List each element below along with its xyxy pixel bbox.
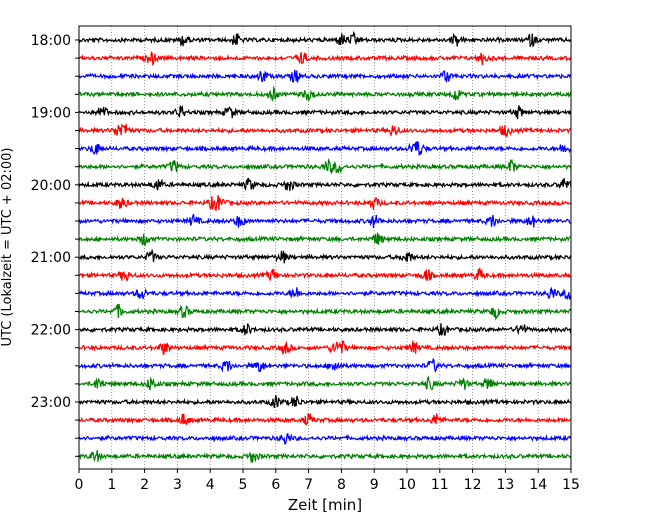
trace-1845	[78, 85, 572, 103]
x-tick-label: 12	[464, 477, 482, 493]
y-tick-label: 18:00	[31, 33, 71, 49]
plot-frame	[78, 25, 572, 470]
trace-2045	[78, 232, 572, 247]
x-tick-label: 13	[496, 477, 514, 493]
grid-lines	[111, 26, 539, 469]
y-tick-label: 19:00	[31, 105, 71, 121]
trace-2115	[78, 267, 572, 281]
x-tick-label: 9	[370, 477, 379, 493]
trace-1930	[78, 141, 572, 156]
trace-2345	[78, 450, 572, 463]
y-axis-label: UTC (Lokalzeit = UTC + 02:00)	[0, 148, 15, 347]
trace-2230	[78, 357, 572, 373]
x-tick-label: 5	[239, 477, 248, 493]
x-axis-label: Zeit [min]	[288, 496, 362, 514]
trace-2215	[78, 340, 572, 356]
y-tick-label: 20:00	[31, 178, 71, 194]
trace-2030	[78, 213, 572, 229]
x-tick-label: 11	[431, 477, 449, 493]
x-axis-ticks: 0 1 2 3 4 5 6 7 8 9 10 11 12 13 14 15	[75, 469, 580, 493]
trace-1900	[78, 105, 572, 120]
trace-1830	[78, 69, 572, 83]
trace-2330	[78, 432, 572, 445]
trace-2000	[78, 177, 572, 192]
trace-1800	[78, 30, 572, 48]
x-tick-label: 2	[140, 477, 149, 493]
seismic-traces	[78, 30, 572, 463]
trace-2130	[78, 286, 572, 301]
trace-1815	[78, 50, 572, 67]
x-tick-label: 7	[304, 477, 313, 493]
x-tick-label: 4	[206, 477, 215, 493]
trace-2015	[78, 194, 572, 212]
x-tick-label: 8	[337, 477, 346, 493]
trace-2145	[78, 303, 572, 321]
trace-2245	[78, 375, 572, 391]
x-tick-label: 3	[173, 477, 182, 493]
plot-background	[79, 26, 571, 469]
y-tick-label: 21:00	[31, 250, 71, 266]
trace-2300	[78, 394, 572, 409]
x-tick-label: 6	[271, 477, 280, 493]
y-tick-label: 23:00	[31, 395, 71, 411]
y-tick-label: 22:00	[31, 323, 71, 339]
x-tick-label: 14	[529, 477, 547, 493]
trace-1915	[78, 123, 572, 138]
y-axis-ticks: 18:00 19:00 20:00 21:00 22:00 23:00	[31, 33, 79, 457]
x-tick-label: 1	[107, 477, 116, 493]
trace-2200	[78, 323, 572, 336]
x-tick-label: 15	[562, 477, 580, 493]
trace-2315	[78, 413, 572, 426]
trace-2100	[78, 248, 572, 264]
x-tick-label: 0	[75, 477, 84, 493]
trace-1945	[78, 157, 572, 175]
x-tick-label: 10	[398, 477, 416, 493]
